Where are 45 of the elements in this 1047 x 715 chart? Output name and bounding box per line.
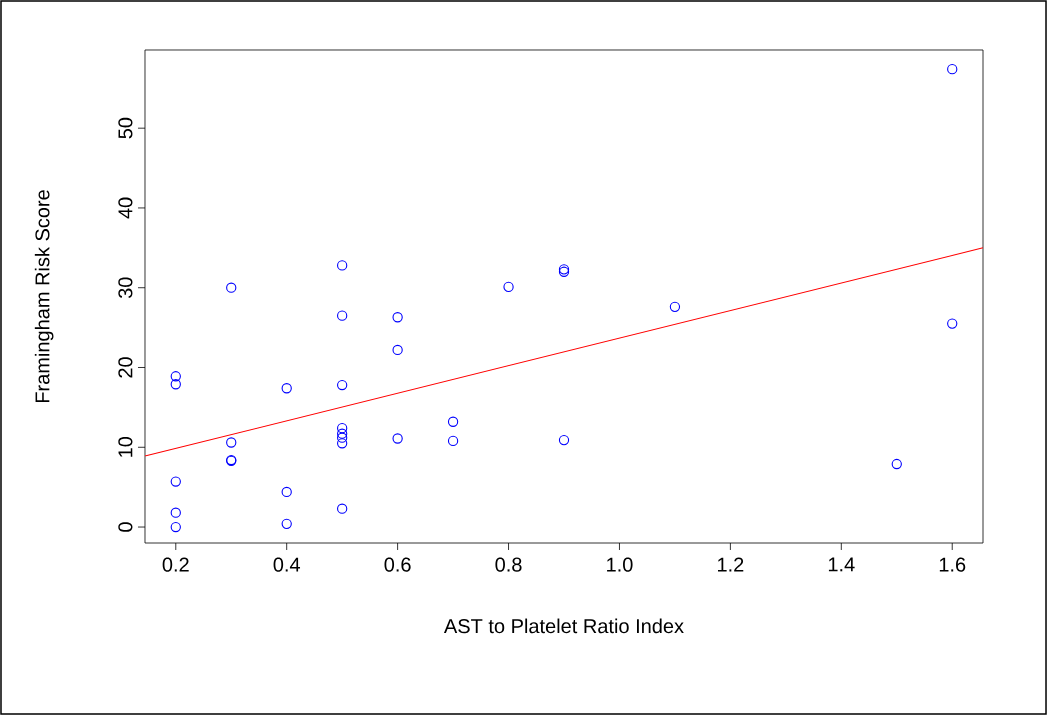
- point: [337, 438, 348, 449]
- point: [447, 435, 459, 447]
- point: [891, 458, 902, 470]
- point: [392, 433, 403, 444]
- point: [281, 383, 292, 394]
- point: [281, 518, 292, 529]
- point: [337, 432, 348, 443]
- point: [392, 344, 403, 356]
- point: [947, 318, 958, 329]
- x-axis-title: AST to Platelet Ratio Index: [443, 618, 684, 634]
- point: [170, 521, 181, 533]
- point: [226, 437, 237, 448]
- point: [558, 434, 570, 446]
- point: [337, 503, 348, 514]
- y-tick-label: 30: [118, 277, 133, 299]
- point: [170, 507, 181, 518]
- x-tick-label: 0.4: [273, 557, 301, 572]
- point: [337, 379, 348, 391]
- point: [226, 282, 237, 293]
- point: [447, 416, 459, 427]
- point: [337, 310, 348, 321]
- y-axis-title: Framingham Risk Score: [34, 190, 54, 403]
- y-tick-label: 50: [118, 117, 133, 139]
- point: [170, 371, 181, 382]
- point: [669, 301, 681, 313]
- point: [947, 63, 958, 75]
- y-tick-label: 0: [118, 522, 133, 532]
- x-tick-label: 1.0: [607, 557, 633, 572]
- point: [337, 260, 348, 271]
- y-tick-label: 10: [118, 436, 133, 457]
- point: [337, 422, 348, 434]
- point: [170, 379, 181, 390]
- x-tick-label: 1.2: [718, 557, 744, 572]
- y-tick-label: 20: [118, 357, 133, 378]
- x-tick-label: 0.6: [384, 557, 411, 572]
- x-tick-label: 0.8: [495, 557, 522, 572]
- y-tick-label: 40: [118, 197, 133, 219]
- point: [503, 281, 514, 293]
- x-tick-label: 0.2: [162, 557, 189, 572]
- point: [170, 476, 181, 487]
- x-tick-label: 1.6: [939, 557, 966, 572]
- point: [337, 428, 348, 439]
- point: [281, 486, 292, 498]
- x-tick-label: 1.4: [828, 557, 855, 572]
- point: [392, 312, 403, 323]
